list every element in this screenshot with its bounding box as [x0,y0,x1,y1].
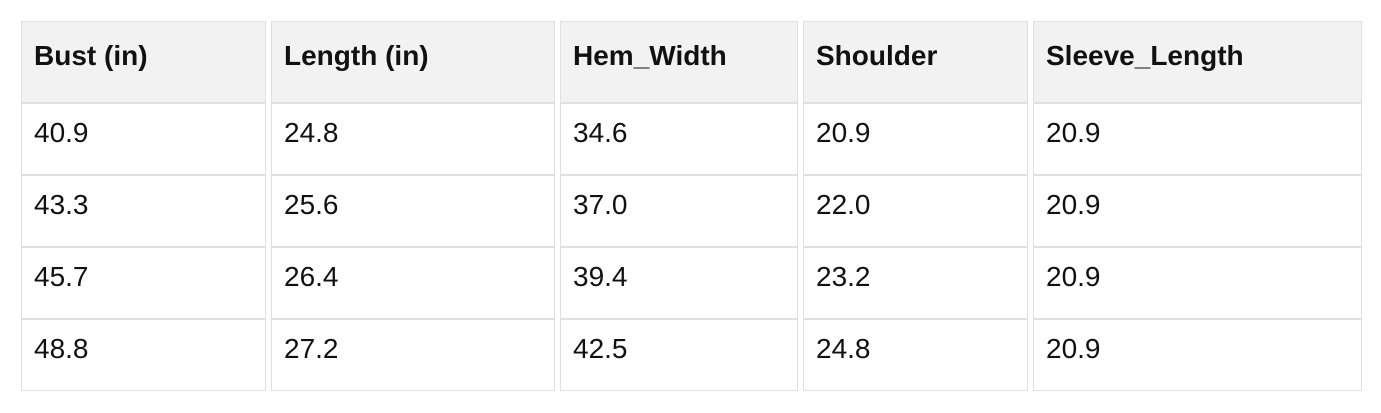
table-cell: 40.9 [21,103,266,175]
table-row: 48.8 27.2 42.5 24.8 20.9 [21,319,1362,391]
table-cell: 20.9 [1033,247,1362,319]
table-cell: 37.0 [560,175,798,247]
column-header: Hem_Width [560,21,798,103]
table-cell: 39.4 [560,247,798,319]
table-cell: 20.9 [803,103,1028,175]
table-cell: 23.2 [803,247,1028,319]
table-header-row: Bust (in) Length (in) Hem_Width Shoulder Sle… [21,21,1362,103]
size-chart-table: Bust (in) Length (in) Hem_Width Shoulder Sle… [16,21,1367,391]
table-row: 43.3 25.6 37.0 22.0 20.9 [21,175,1362,247]
table-cell: 22.0 [803,175,1028,247]
column-header: Bust (in) [21,21,266,103]
table-cell: 20.9 [1033,175,1362,247]
table-cell: 20.9 [1033,319,1362,391]
table-cell: 24.8 [271,103,555,175]
column-header: Shoulder [803,21,1028,103]
table-row: 40.9 24.8 34.6 20.9 20.9 [21,103,1362,175]
table-cell: 43.3 [21,175,266,247]
table-cell: 24.8 [803,319,1028,391]
table-cell: 25.6 [271,175,555,247]
table-cell: 45.7 [21,247,266,319]
table-cell: 20.9 [1033,103,1362,175]
table-cell: 48.8 [21,319,266,391]
column-header: Length (in) [271,21,555,103]
table-cell: 27.2 [271,319,555,391]
table-cell: 26.4 [271,247,555,319]
column-header: Sleeve_Length [1033,21,1362,103]
table-cell: 34.6 [560,103,798,175]
table-row: 45.7 26.4 39.4 23.2 20.9 [21,247,1362,319]
table-cell: 42.5 [560,319,798,391]
